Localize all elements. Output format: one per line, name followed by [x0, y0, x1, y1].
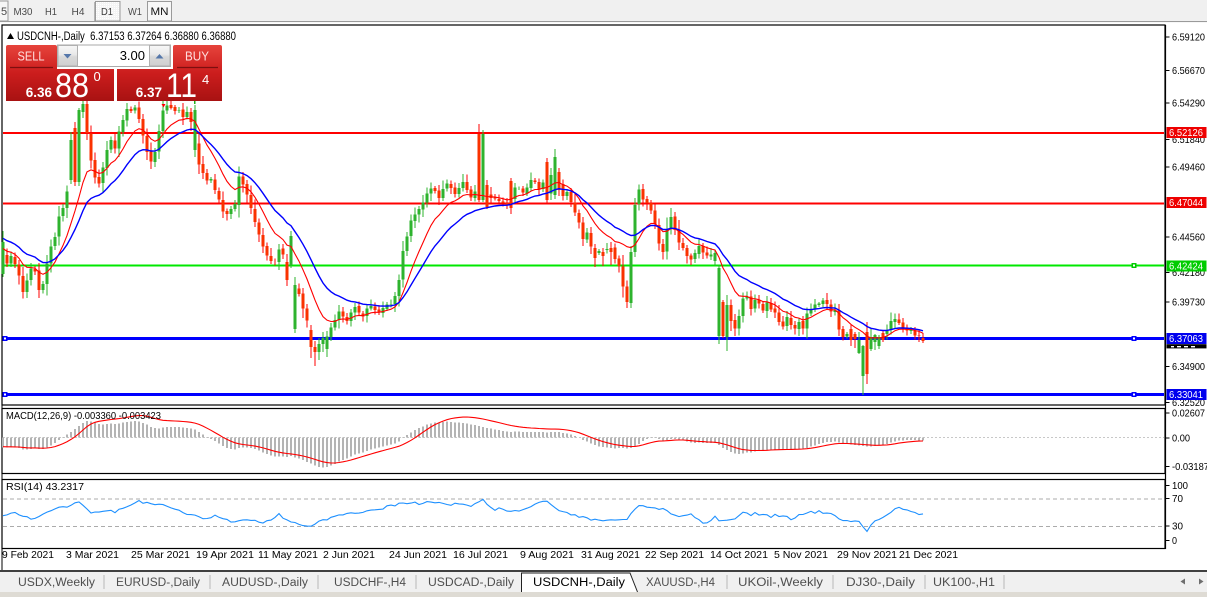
- svg-text:14 Oct 2021: 14 Oct 2021: [710, 549, 768, 561]
- svg-text:SELL: SELL: [18, 50, 45, 64]
- svg-text:19 Apr 2021: 19 Apr 2021: [196, 549, 254, 561]
- svg-text:USDCNH-,Daily 6.37153 6.37264: USDCNH-,Daily 6.37153 6.37264 6.36880 6.…: [17, 31, 236, 43]
- svg-text:6.39730: 6.39730: [1172, 297, 1205, 309]
- svg-text:30: 30: [1172, 521, 1183, 533]
- svg-text:XAUUSD-,H4: XAUUSD-,H4: [646, 577, 716, 589]
- svg-text:0: 0: [1172, 535, 1177, 547]
- svg-text:USDCNH-,Daily: USDCNH-,Daily: [533, 577, 625, 589]
- svg-text:EURUSD-,Daily: EURUSD-,Daily: [116, 577, 200, 589]
- svg-text:H4: H4: [72, 6, 85, 18]
- svg-text:5 Nov 2021: 5 Nov 2021: [774, 549, 828, 561]
- svg-text:11 May 2021: 11 May 2021: [258, 549, 318, 561]
- svg-text:11: 11: [166, 67, 197, 105]
- svg-text:6.54290: 6.54290: [1172, 98, 1205, 110]
- svg-text:6.37063: 6.37063: [1169, 333, 1203, 345]
- svg-text:25 Mar 2021: 25 Mar 2021: [131, 549, 190, 561]
- svg-text:9 Aug 2021: 9 Aug 2021: [520, 549, 574, 561]
- svg-text:9 Feb 2021: 9 Feb 2021: [2, 549, 54, 561]
- svg-text:70: 70: [1172, 493, 1183, 505]
- svg-text:MACD(12,26,9) -0.003360 -0.003: MACD(12,26,9) -0.003360 -0.003423: [6, 410, 161, 422]
- svg-text:USDCHF-,H4: USDCHF-,H4: [334, 577, 407, 589]
- svg-text:0.02607: 0.02607: [1172, 408, 1205, 420]
- svg-text:3.00: 3.00: [120, 48, 145, 63]
- svg-text:88: 88: [55, 67, 89, 105]
- svg-text:USDX,Weekly: USDX,Weekly: [18, 577, 95, 589]
- svg-text:H1: H1: [45, 6, 57, 18]
- svg-text:DJ30-,Daily: DJ30-,Daily: [846, 577, 915, 589]
- svg-text:M30: M30: [14, 6, 33, 18]
- svg-text:BUY: BUY: [185, 50, 210, 64]
- svg-text:3 Mar 2021: 3 Mar 2021: [66, 549, 119, 561]
- svg-text:22 Sep 2021: 22 Sep 2021: [645, 549, 704, 561]
- svg-text:16 Jul 2021: 16 Jul 2021: [453, 549, 508, 561]
- svg-text:29 Nov 2021: 29 Nov 2021: [837, 549, 897, 561]
- svg-text:UK100-,H1: UK100-,H1: [933, 577, 995, 589]
- svg-text:6.49460: 6.49460: [1172, 162, 1205, 174]
- svg-text:6.36: 6.36: [26, 85, 53, 100]
- svg-text:UKOil-,Weekly: UKOil-,Weekly: [738, 577, 823, 589]
- svg-text:6.44560: 6.44560: [1172, 232, 1205, 244]
- svg-text:6.37: 6.37: [136, 85, 162, 100]
- svg-text:6.42424: 6.42424: [1169, 261, 1203, 273]
- svg-text:31 Aug 2021: 31 Aug 2021: [581, 549, 640, 561]
- svg-text:0.00: 0.00: [1172, 433, 1190, 445]
- svg-text:6.52126: 6.52126: [1169, 127, 1203, 139]
- svg-text:5: 5: [1, 6, 7, 18]
- svg-text:21 Dec 2021: 21 Dec 2021: [899, 549, 958, 561]
- svg-text:MN: MN: [151, 6, 169, 18]
- svg-text:6.56670: 6.56670: [1172, 65, 1205, 77]
- svg-text:USDCAD-,Daily: USDCAD-,Daily: [428, 577, 514, 589]
- svg-text:AUDUSD-,Daily: AUDUSD-,Daily: [222, 577, 308, 589]
- svg-text:6.33041: 6.33041: [1169, 389, 1203, 401]
- svg-text:6.47044: 6.47044: [1169, 197, 1203, 209]
- svg-text:D1: D1: [101, 6, 113, 18]
- svg-text:24 Jun 2021: 24 Jun 2021: [389, 549, 447, 561]
- svg-text:100: 100: [1172, 480, 1188, 492]
- svg-text:-0.03187: -0.03187: [1172, 461, 1207, 473]
- svg-text:W1: W1: [128, 6, 142, 18]
- svg-text:4: 4: [202, 72, 209, 87]
- svg-text:2 Jun 2021: 2 Jun 2021: [323, 549, 375, 561]
- svg-text:0: 0: [94, 69, 101, 84]
- svg-text:RSI(14) 43.2317: RSI(14) 43.2317: [6, 481, 84, 493]
- svg-text:6.34900: 6.34900: [1172, 361, 1205, 373]
- svg-text:6.59120: 6.59120: [1172, 32, 1205, 44]
